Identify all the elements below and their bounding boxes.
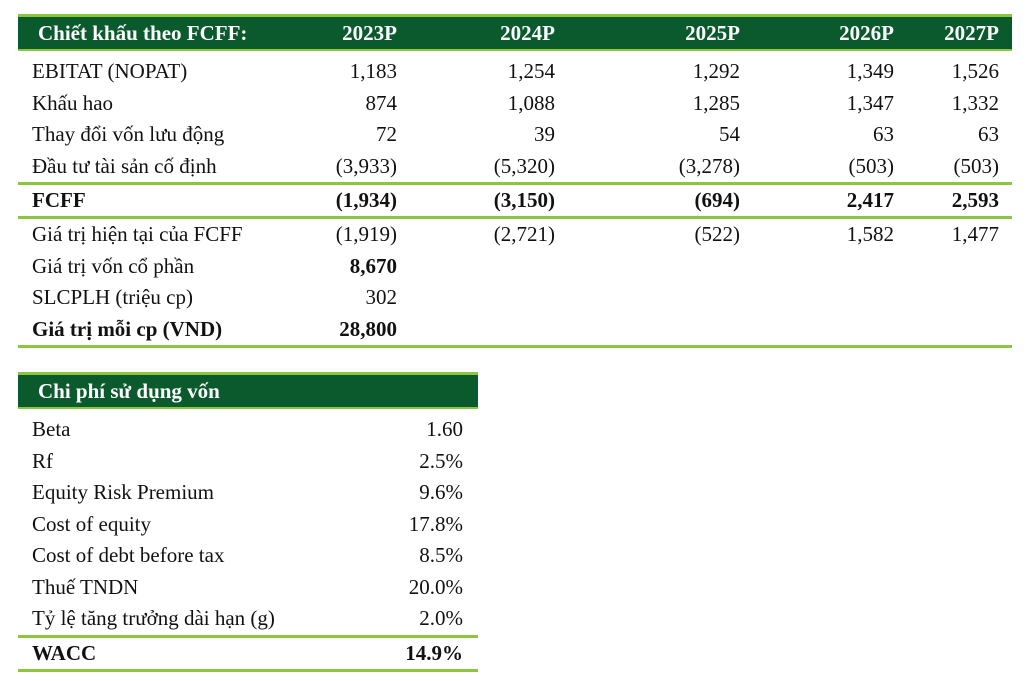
table-row: EBITAT (NOPAT) 1,183 1,254 1,292 1,349 1,526 — [18, 56, 1012, 88]
fcff-valuation-table: Chiết khấu theo FCFF: 2023P 2024P 2025P 202… — [18, 14, 1012, 348]
row-label: Đầu tư tài sản cố định — [32, 153, 217, 178]
table-row: Tỷ lệ tăng trưởng dài hạn (g) 2.0% — [18, 603, 478, 635]
row-value: 1,477 — [951, 222, 999, 246]
row-value: 8.5% — [419, 543, 463, 567]
row-label: Giá trị hiện tại của FCFF — [32, 222, 243, 246]
row-value: (1,934) — [335, 188, 397, 212]
fcff-table-title: Chiết khấu theo FCFF: — [38, 21, 248, 45]
row-value: 1,332 — [951, 90, 999, 115]
row-label: Thuế TNDN — [32, 574, 139, 599]
row-value: 302 — [365, 285, 398, 309]
row-value: 72 — [376, 122, 397, 146]
row-value: 1,582 — [846, 222, 894, 246]
row-value: 2,417 — [846, 188, 894, 212]
table-row: Equity Risk Premium 9.6% — [18, 477, 478, 509]
row-label: Thay đổi vốn lưu động — [32, 122, 225, 146]
row-label: Cost of debt before tax — [32, 543, 225, 567]
row-value: 2,593 — [951, 188, 999, 212]
cost-of-capital-table: Chi phí sử dụng vốn Beta 1.60 Rf 2.5% Equity… — [18, 372, 478, 672]
row-value: (503) — [848, 153, 895, 178]
row-label: Cost of equity — [32, 511, 151, 536]
table-row: Thay đổi vốn lưu động 72 39 54 63 63 — [18, 119, 1012, 151]
row-value: 1,254 — [507, 59, 555, 83]
row-value: 2.0% — [419, 606, 463, 630]
row-value: (3,278) — [678, 153, 740, 178]
table-row: Beta 1.60 — [18, 414, 478, 446]
row-value: (503) — [953, 153, 1000, 178]
row-value: (694) — [694, 188, 741, 212]
row-value: 28,800 — [339, 316, 397, 341]
row-label: EBITAT (NOPAT) — [32, 59, 188, 83]
row-label: Beta — [32, 417, 71, 441]
table-row: Thuế TNDN 20.0% — [18, 572, 478, 604]
row-label: SLCPLH (triệu cp) — [32, 285, 193, 309]
row-value: 874 — [365, 90, 398, 115]
row-value: 1,526 — [951, 59, 999, 83]
row-value: 9.6% — [419, 480, 463, 504]
row-value: 63 — [978, 122, 999, 146]
table-row: Khấu hao 874 1,088 1,285 1,347 1,332 — [18, 88, 1012, 120]
year-header: 2024P — [500, 21, 555, 45]
year-header: 2026P — [839, 21, 894, 45]
row-label: Giá trị mỗi cp (VND) — [32, 316, 223, 341]
row-value: 1.60 — [426, 417, 463, 441]
wacc-table-header: Chi phí sử dụng vốn — [18, 372, 478, 409]
row-value: (3,150) — [493, 188, 555, 212]
table-row: Giá trị hiện tại của FCFF (1,919) (2,721) (… — [18, 219, 1012, 251]
table-row: Giá trị vốn cổ phần 8,670 — [18, 251, 1012, 283]
row-value: 17.8% — [408, 511, 463, 536]
year-header: 2025P — [685, 21, 740, 45]
row-label: Tỷ lệ tăng trưởng dài hạn (g) — [32, 606, 275, 630]
row-value: 39 — [534, 122, 555, 146]
row-value: 1,088 — [507, 90, 555, 115]
row-label: WACC — [32, 640, 97, 665]
row-value: 20.0% — [408, 574, 463, 599]
row-value: 54 — [719, 122, 740, 146]
row-value: 8,670 — [349, 253, 397, 278]
row-value: (1,919) — [335, 222, 397, 246]
row-value: (2,721) — [493, 222, 555, 246]
row-value: (522) — [694, 222, 741, 246]
row-value: 1,292 — [692, 59, 740, 83]
table-row: Đầu tư tài sản cố định (3,933) (5,320) (3,2… — [18, 151, 1012, 183]
row-value: 63 — [873, 122, 894, 146]
row-value: 1,285 — [692, 90, 740, 115]
row-value: 1,183 — [349, 59, 397, 83]
row-value: 14.9% — [405, 640, 463, 665]
row-label: Rf — [32, 448, 53, 473]
row-value: 1,347 — [846, 90, 894, 115]
year-header: 2027P — [944, 21, 999, 45]
table-row: WACC 14.9% — [18, 634, 478, 672]
table-row: FCFF (1,934) (3,150) (694) 2,417 2,593 — [18, 182, 1012, 219]
table-row: Giá trị mỗi cp (VND) 28,800 — [18, 314, 1012, 348]
wacc-table-title: Chi phí sử dụng vốn — [38, 379, 220, 403]
row-label: Equity Risk Premium — [32, 480, 215, 504]
row-value: (3,933) — [335, 153, 397, 178]
fcff-table-header: Chiết khấu theo FCFF: 2023P 2024P 2025P 202… — [18, 14, 1012, 51]
table-row: Cost of debt before tax 8.5% — [18, 540, 478, 572]
year-header: 2023P — [342, 21, 397, 45]
table-row: SLCPLH (triệu cp) 302 — [18, 282, 1012, 314]
row-label: FCFF — [32, 188, 86, 212]
row-label: Giá trị vốn cổ phần — [32, 253, 195, 278]
table-row: Cost of equity 17.8% — [18, 509, 478, 541]
row-value: (5,320) — [493, 153, 555, 178]
row-value: 1,349 — [846, 59, 894, 83]
row-label: Khấu hao — [32, 90, 114, 115]
table-row: Rf 2.5% — [18, 446, 478, 478]
row-value: 2.5% — [419, 448, 463, 473]
